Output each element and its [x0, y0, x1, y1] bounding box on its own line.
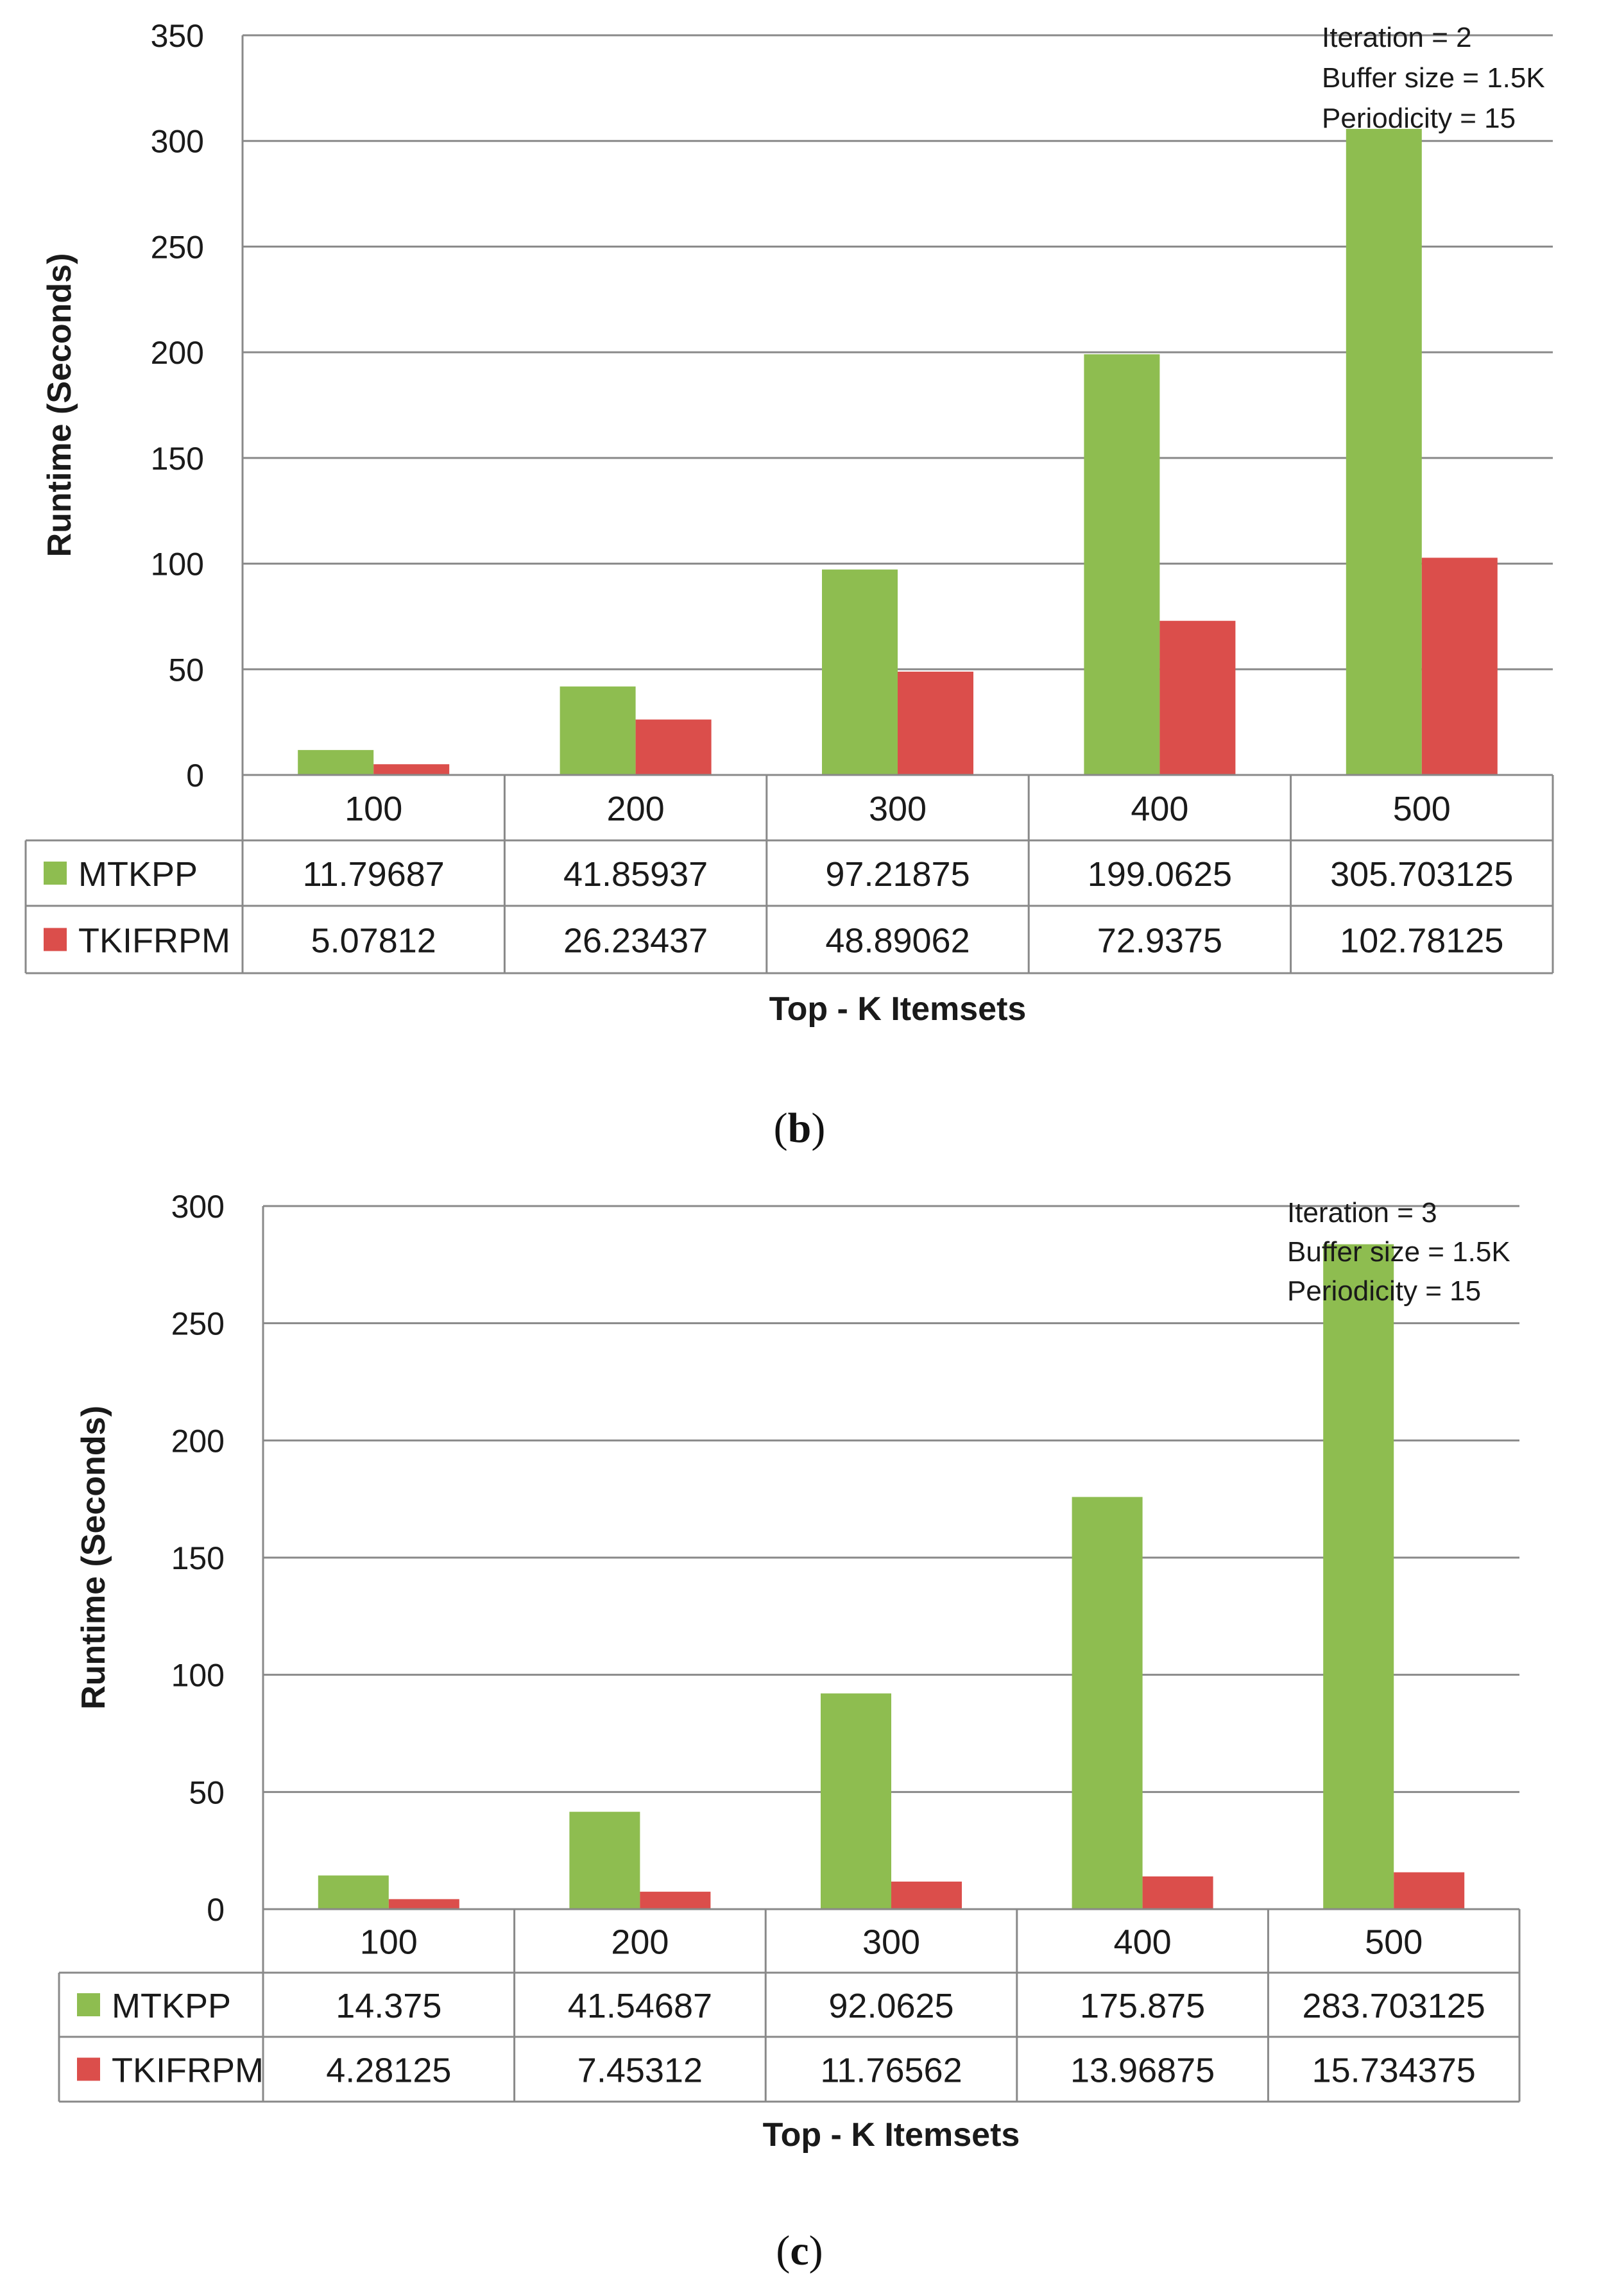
bar-mtkpp [1323, 1244, 1394, 1909]
data-label: 199.0625 [1088, 855, 1232, 894]
x-axis-title: Top - K Itemsets [763, 2116, 1020, 2154]
data-label: 11.79687 [303, 855, 445, 894]
data-label: 41.54687 [568, 1987, 712, 2025]
legend-label-mtkpp: MTKPP [78, 855, 198, 894]
caption-paren-open: ( [774, 1105, 788, 1152]
bar-tkifrpm [1394, 1872, 1465, 1909]
figure-caption: (b) [774, 1105, 826, 1152]
annotation-line: Periodicity = 15 [1322, 103, 1516, 134]
y-axis-title: Runtime (Seconds) [75, 1406, 112, 1710]
bar-tkifrpm [1142, 1876, 1213, 1909]
bar-mtkpp [318, 1875, 389, 1909]
x-tick-label: 300 [862, 1923, 920, 1962]
y-tick-label: 250 [151, 229, 204, 265]
chart-c: 0 50 100 150 200 250 300 100 200 300 400 500 MTKPP 14… [58, 1189, 1521, 2274]
y-tick-label: 100 [151, 547, 204, 583]
y-tick-label: 150 [171, 1540, 225, 1576]
caption-paren-open: ( [776, 2227, 790, 2274]
y-tick-label: 250 [171, 1306, 225, 1342]
bar-mtkpp [1084, 354, 1160, 775]
bar-tkifrpm [898, 671, 973, 775]
caption-letter: b [788, 1105, 812, 1152]
chart-b: 0 50 100 150 200 250 300 350 100 200 300 400 500 MTKP… [24, 18, 1554, 1152]
data-label: 305.703125 [1330, 855, 1513, 894]
x-tick-label: 200 [611, 1923, 669, 1962]
data-label: 4.28125 [326, 2052, 451, 2090]
data-label: 26.23437 [563, 922, 708, 960]
y-tick-label: 200 [171, 1423, 225, 1459]
annotation-line: Buffer size = 1.5K [1322, 62, 1545, 94]
bar-tkifrpm [1421, 557, 1498, 775]
annotation-line: Iteration = 3 [1287, 1197, 1437, 1229]
legend-swatch-mtkpp [44, 862, 67, 885]
data-label: 283.703125 [1303, 1987, 1485, 2025]
bar-mtkpp [560, 686, 636, 775]
caption-paren-close: ) [809, 2227, 823, 2274]
data-label: 41.85937 [563, 855, 708, 894]
legend-label-tkifrpm: TKIFRPM [78, 922, 230, 960]
data-label: 14.375 [336, 1987, 441, 2025]
bar-tkifrpm [1159, 620, 1236, 775]
x-tick-label: 300 [869, 790, 927, 828]
data-label: 102.78125 [1340, 922, 1503, 960]
annotation-line: Buffer size = 1.5K [1287, 1236, 1510, 1268]
bar-mtkpp [1346, 128, 1422, 775]
y-tick-label: 150 [151, 441, 204, 477]
bar-mtkpp [1072, 1497, 1143, 1909]
y-tick-label: 50 [168, 652, 204, 688]
x-tick-label: 200 [607, 790, 665, 828]
x-tick-label: 400 [1114, 1923, 1172, 1962]
bar-tkifrpm [640, 1891, 711, 1909]
data-label: 92.0625 [828, 1987, 953, 2025]
data-label: 13.96875 [1070, 2052, 1215, 2090]
x-axis-title: Top - K Itemsets [769, 991, 1027, 1028]
bar-mtkpp [821, 1693, 891, 1909]
data-label: 11.76562 [820, 2052, 962, 2090]
x-tick-label: 100 [345, 790, 402, 828]
annotation-line: Periodicity = 15 [1287, 1275, 1481, 1307]
bar-tkifrpm [388, 1899, 459, 1909]
legend-label-mtkpp: MTKPP [112, 1987, 231, 2025]
y-tick-label: 300 [151, 124, 204, 160]
y-axis-title: Runtime (Seconds) [41, 253, 78, 557]
y-tick-label: 300 [171, 1189, 225, 1225]
data-label: 97.21875 [825, 855, 970, 894]
data-label: 175.875 [1080, 1987, 1205, 2025]
x-tick-label: 100 [360, 1923, 418, 1962]
y-tick-label: 200 [151, 335, 204, 371]
y-tick-label: 0 [186, 758, 204, 794]
figure-caption: (c) [776, 2227, 823, 2274]
caption-paren-close: ) [811, 1105, 825, 1152]
x-tick-label: 500 [1365, 1923, 1423, 1962]
x-tick-label: 500 [1393, 790, 1451, 828]
bar-mtkpp [822, 569, 898, 775]
legend-swatch-tkifrpm [44, 928, 67, 951]
bar-mtkpp [298, 750, 374, 775]
data-label: 48.89062 [825, 922, 970, 960]
bar-mtkpp [569, 1812, 640, 1909]
bar-tkifrpm [891, 1882, 962, 1909]
x-tick-label: 400 [1131, 790, 1188, 828]
data-label: 15.734375 [1312, 2052, 1476, 2090]
y-tick-label: 350 [151, 18, 204, 54]
caption-letter: c [790, 2227, 808, 2274]
annotation-line: Iteration = 2 [1322, 22, 1472, 53]
bar-tkifrpm [373, 764, 450, 775]
data-label: 5.07812 [311, 922, 436, 960]
data-label: 72.9375 [1097, 922, 1222, 960]
y-tick-label: 100 [171, 1658, 225, 1694]
data-label: 7.45312 [577, 2052, 703, 2090]
bar-tkifrpm [635, 719, 712, 775]
legend-label-tkifrpm: TKIFRPM [112, 2052, 264, 2090]
legend-swatch-tkifrpm [77, 2057, 100, 2081]
y-tick-label: 50 [189, 1774, 225, 1810]
legend-swatch-mtkpp [77, 1993, 100, 2016]
y-tick-label: 0 [207, 1892, 225, 1928]
